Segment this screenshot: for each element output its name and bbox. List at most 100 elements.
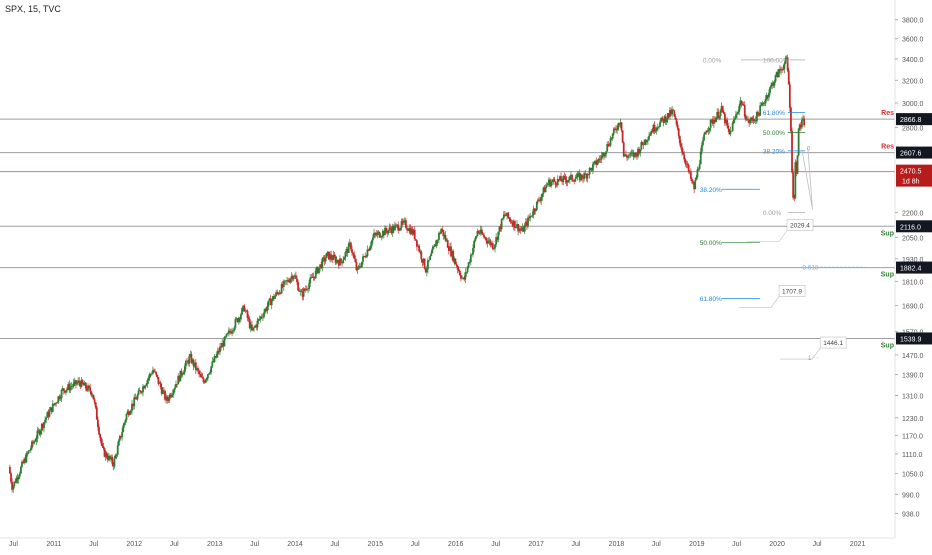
candle-body — [619, 122, 622, 125]
candle-body — [636, 153, 638, 157]
candle-body — [682, 152, 685, 155]
candle-body — [322, 257, 325, 259]
time-axis[interactable]: Jul 2011 Jul 2012 Jul 2013 Jul 2014 Jul 2015 Jul 20… — [0, 537, 895, 548]
fib-short-label: 0.00% — [763, 210, 782, 217]
candle-body — [442, 230, 445, 237]
candle-body — [515, 227, 517, 228]
candle-body — [134, 397, 137, 400]
candle-body — [692, 181, 694, 184]
candle-body — [391, 226, 394, 234]
candle-body — [429, 255, 432, 260]
candle-body — [480, 229, 483, 234]
candle-body — [565, 179, 568, 183]
candle-body — [200, 374, 203, 378]
candle-body — [550, 182, 553, 187]
candle-body — [625, 154, 627, 157]
candle-body — [513, 220, 516, 228]
candle-body — [216, 350, 219, 355]
candle-body — [39, 430, 42, 435]
price-axis[interactable]: 938.0 990.0 1050.0 1110.0 1170.0 1230.0 1310.0… — [894, 0, 932, 550]
candle-body — [629, 152, 632, 156]
candle-body — [760, 105, 763, 106]
candle-body — [284, 280, 286, 282]
candle-body — [208, 373, 210, 375]
candle-body — [754, 120, 757, 122]
price-tick-label: 1050.0 — [902, 472, 924, 479]
candle-body — [259, 316, 262, 319]
price-tick-label: 1390.0 — [902, 373, 924, 380]
candle-body — [730, 130, 733, 132]
price-tick-label: 3600.0 — [902, 37, 924, 44]
candle-body — [461, 277, 463, 279]
candle-body — [665, 119, 668, 123]
level-price-label: 2866.8 — [900, 117, 922, 124]
candle-body — [601, 152, 604, 156]
candle-body — [242, 305, 245, 309]
candle-body — [33, 441, 36, 444]
candle-body — [567, 179, 570, 181]
candle-body — [282, 281, 285, 287]
candle-body — [695, 177, 698, 181]
time-tick-label: Jul — [732, 541, 741, 548]
candle-body — [291, 276, 294, 280]
candle-body — [799, 124, 802, 128]
candle-body — [190, 354, 193, 363]
candle-body — [733, 118, 736, 120]
candle-body — [512, 220, 515, 227]
candle-body — [269, 298, 272, 306]
candle-body — [441, 229, 444, 231]
candle-body — [443, 235, 446, 237]
candle-body — [608, 145, 611, 147]
candle-body — [394, 225, 396, 231]
projection-path — [801, 148, 813, 210]
candle-body — [170, 394, 173, 398]
time-tick-label: 2012 — [126, 541, 142, 548]
candle-body — [446, 240, 449, 248]
candle-body — [227, 330, 230, 333]
candle-body — [68, 384, 71, 391]
candle-body — [769, 87, 771, 93]
candle-body — [77, 380, 80, 383]
candle-body — [787, 70, 790, 85]
candle-body — [245, 310, 248, 312]
candle-body — [310, 277, 313, 278]
candle-body — [58, 396, 61, 399]
candle-body — [127, 411, 130, 416]
candle-body — [661, 117, 664, 120]
candle-body — [419, 251, 422, 253]
candle-body — [436, 239, 439, 241]
candle-body — [521, 227, 524, 231]
callout-label: 1707.9 — [782, 288, 802, 295]
candle-body — [403, 220, 406, 221]
candle-body — [604, 154, 606, 157]
candle-body — [621, 130, 624, 143]
candle-body — [696, 169, 699, 178]
candle-body — [207, 374, 209, 379]
candle-body — [526, 221, 528, 226]
candle-body — [444, 235, 447, 241]
candle-body — [592, 164, 594, 171]
candle-body — [485, 237, 488, 241]
candle-body — [35, 438, 38, 442]
candle-body — [614, 128, 616, 130]
candle-body — [402, 220, 405, 223]
candle-body — [575, 177, 578, 179]
time-tick-label: 2011 — [46, 541, 61, 548]
price-tick-label: 3000.0 — [902, 101, 924, 108]
candle-body — [747, 119, 749, 121]
candle-body — [280, 284, 283, 294]
candle-body — [725, 119, 727, 124]
candle-body — [293, 275, 296, 277]
candle-body — [401, 221, 404, 223]
price-tick-label: 2800.0 — [902, 125, 924, 132]
price-tick-label: 2050.0 — [902, 235, 924, 242]
candle-body — [252, 327, 254, 331]
candle-body — [578, 173, 581, 181]
candle-body — [346, 249, 349, 253]
candle-body — [702, 140, 704, 146]
candles — [9, 54, 806, 493]
candle-body — [634, 152, 637, 154]
candle-body — [476, 231, 479, 237]
